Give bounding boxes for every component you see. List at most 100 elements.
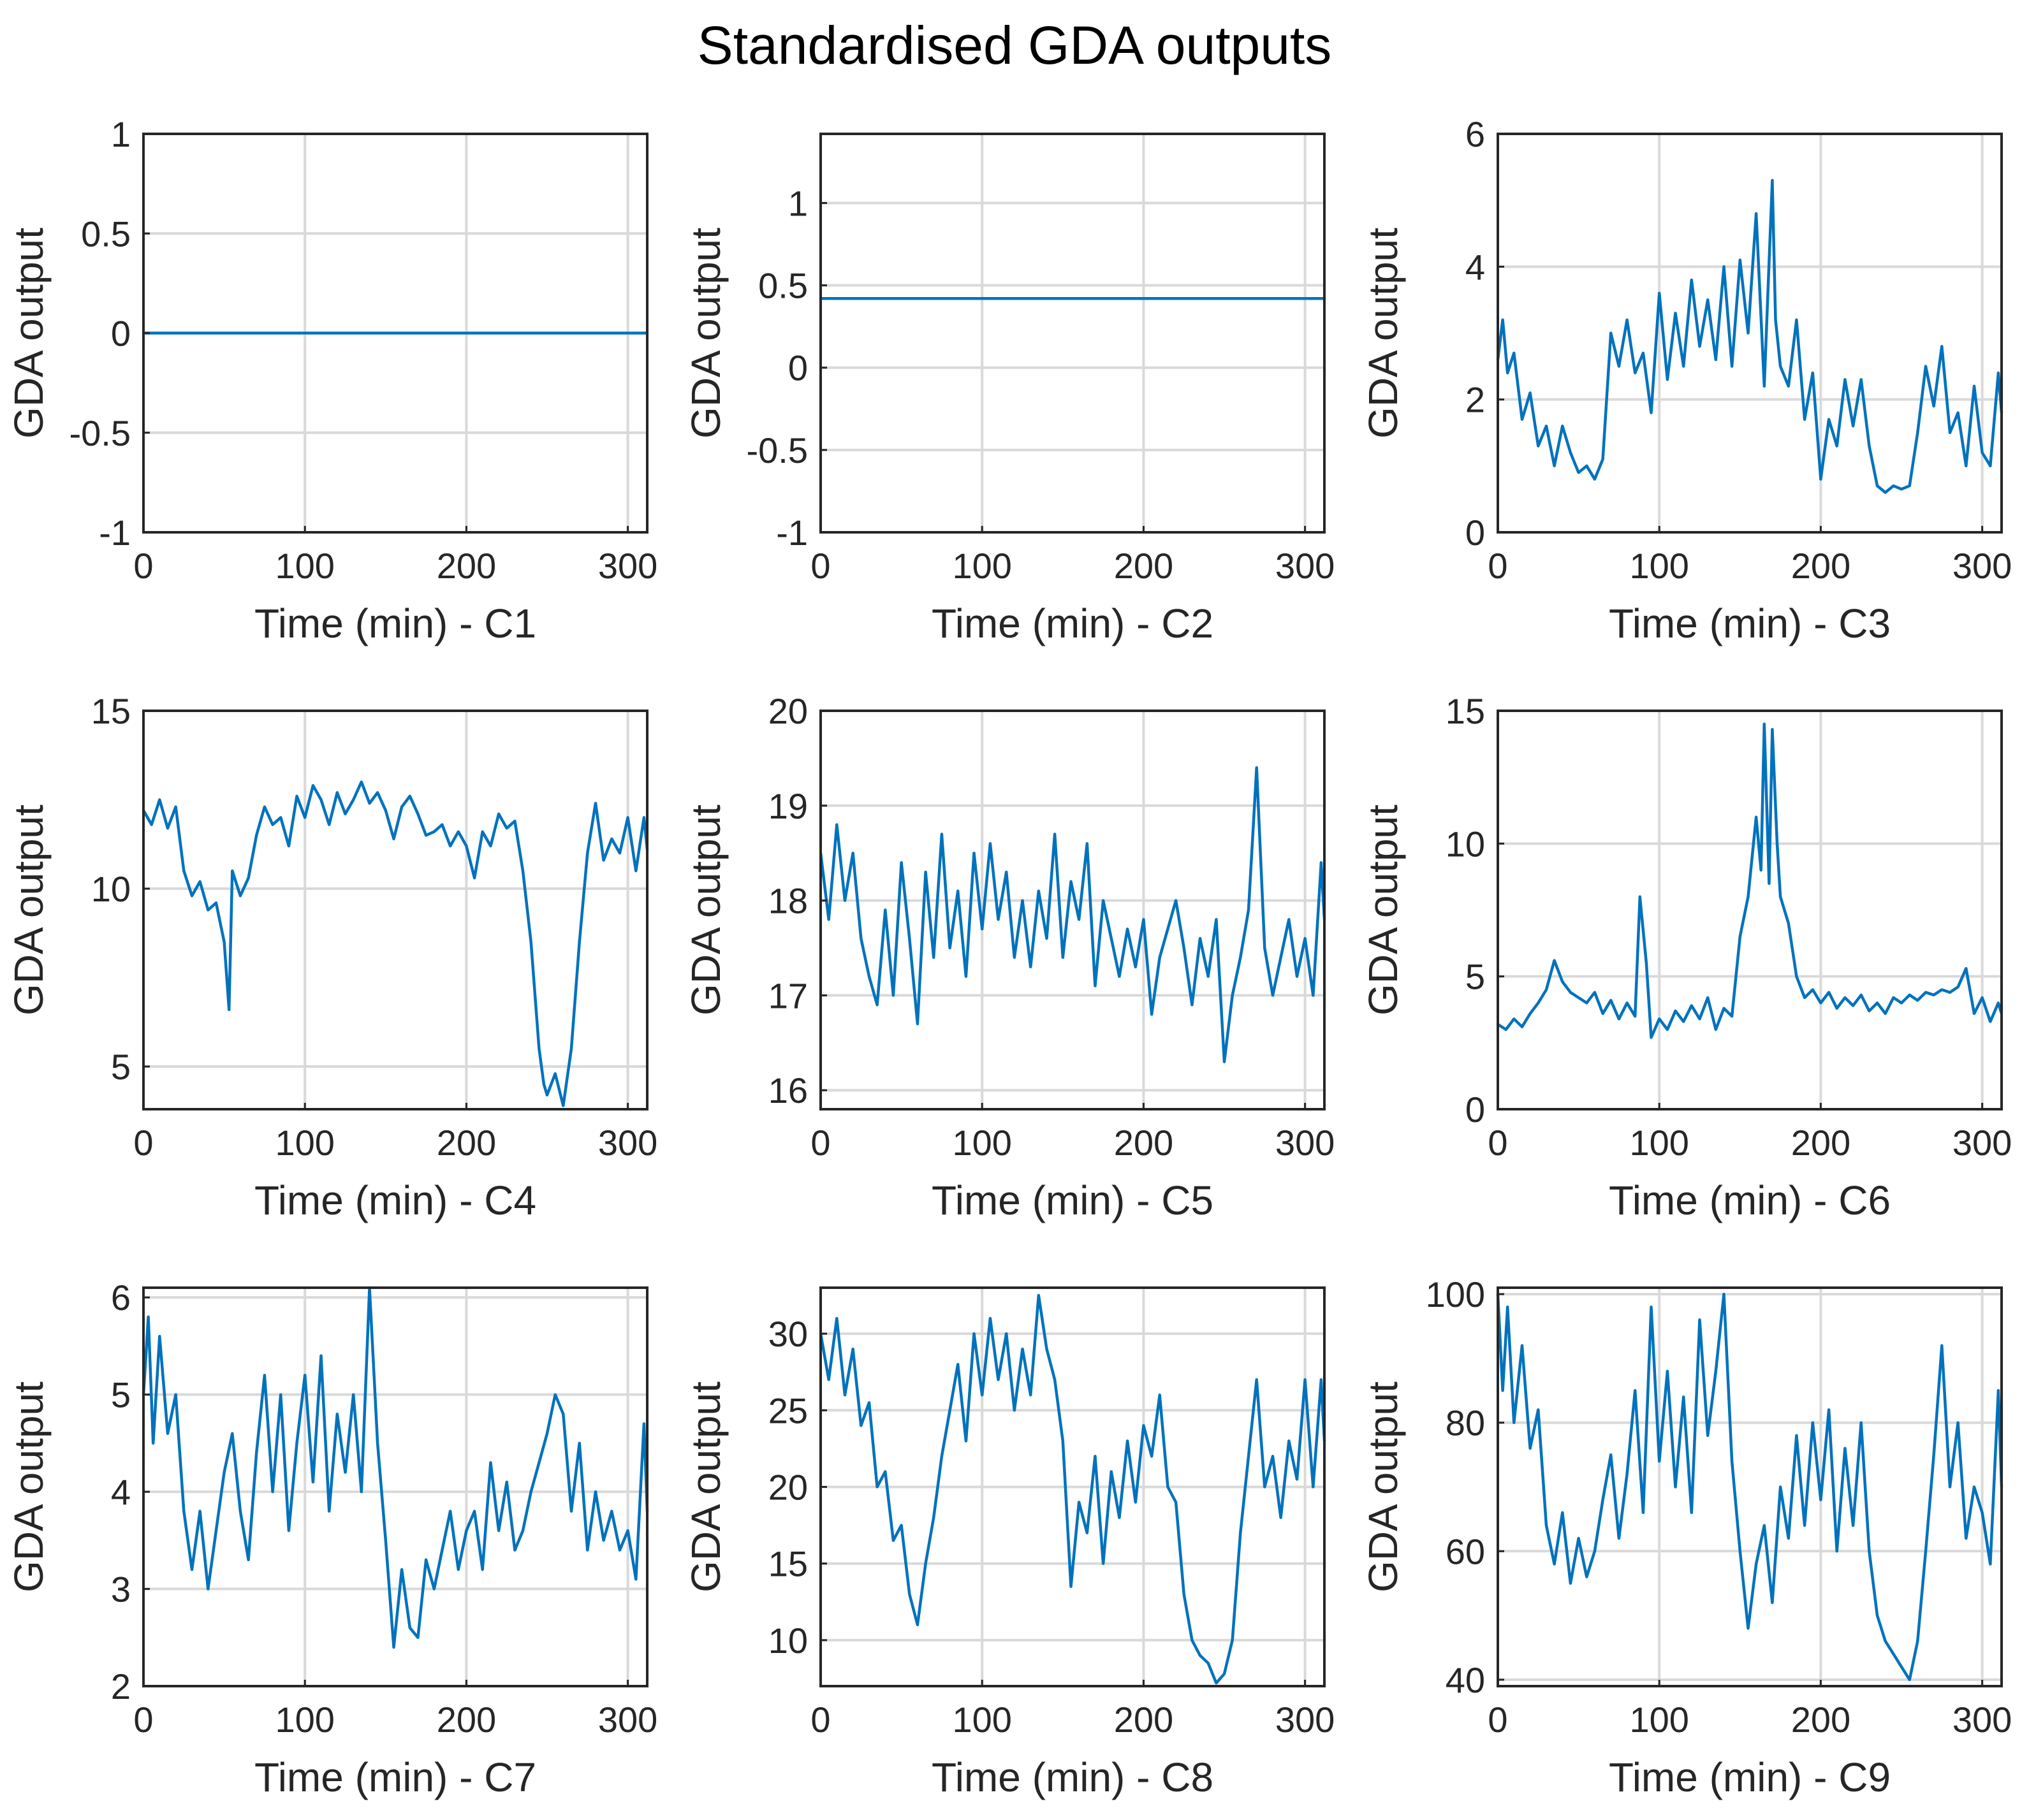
c7-ytick-label: 6 <box>111 1278 131 1318</box>
c3-xaxis-label: Time (min) - C3 <box>1609 601 1891 646</box>
c7-xtick-label: 0 <box>133 1700 153 1740</box>
c2-xtick-label: 100 <box>952 546 1011 586</box>
c1-ytick-label: -1 <box>99 513 131 553</box>
c5-xaxis-label: Time (min) - C5 <box>932 1177 1213 1223</box>
c8-series-line <box>819 1293 1326 1685</box>
c4-xtick-label: 0 <box>133 1123 153 1163</box>
c8-yaxis-label: GDA output <box>683 1381 729 1592</box>
c5-ytick-label: 18 <box>768 881 808 921</box>
c3-series-line <box>1496 178 2003 494</box>
c5-xtick-label: 100 <box>952 1123 1011 1163</box>
c8-ytick-label: 10 <box>768 1620 808 1661</box>
c5-ytick-label: 17 <box>768 975 808 1016</box>
c3-xtick-label: 100 <box>1629 546 1688 586</box>
figure-title: Standardised GDA outputs <box>698 15 1332 75</box>
c9-ytick-label: 40 <box>1446 1660 1485 1700</box>
c5-axes-box <box>819 710 1326 1110</box>
c3-yaxis-label: GDA output <box>1360 228 1406 439</box>
c6-series-line <box>1496 722 2003 1039</box>
c3-ytick-label: 4 <box>1465 247 1485 287</box>
subplot-c1: 0 100 200 300 -1 -0.5 0 0.5 1 Time (min) - C1 GDA … <box>6 114 657 646</box>
c5-xtick-label: 300 <box>1275 1123 1335 1163</box>
c3-ytick-label: 0 <box>1465 513 1485 553</box>
c4-xtick-label: 100 <box>275 1123 334 1163</box>
c6-axes-box <box>1497 710 2003 1110</box>
c2-xtick-label: 300 <box>1275 546 1335 586</box>
c2-ytick-label: 1 <box>788 183 808 223</box>
subplot-c3: 0 100 200 300 0 2 4 6 Time (min) - C3 GDA output <box>1360 114 2012 646</box>
c6-ytick-label: 0 <box>1465 1089 1485 1130</box>
c5-ytick-label: 20 <box>768 691 808 731</box>
c1-ytick-label: -0.5 <box>70 413 131 453</box>
c2-xaxis-label: Time (min) - C2 <box>932 601 1213 646</box>
c1-yaxis-label: GDA output <box>6 228 52 439</box>
c6-xtick-label: 300 <box>1952 1123 2012 1163</box>
c7-ytick-label: 5 <box>111 1375 131 1415</box>
c8-xaxis-label: Time (min) - C8 <box>932 1754 1213 1800</box>
c1-ytick-label: 0 <box>111 314 131 354</box>
c6-xaxis-label: Time (min) - C6 <box>1609 1177 1891 1223</box>
c8-ytick-label: 20 <box>768 1467 808 1508</box>
c9-series-line <box>1496 1292 2003 1682</box>
c5-xtick-label: 0 <box>810 1123 830 1163</box>
c5-ytick-label: 16 <box>768 1070 808 1110</box>
c4-xtick-label: 200 <box>437 1123 496 1163</box>
c8-xtick-label: 200 <box>1114 1700 1173 1740</box>
c8-xtick-label: 0 <box>810 1700 830 1740</box>
c2-ytick-label: -0.5 <box>747 430 809 470</box>
c7-yaxis-label: GDA output <box>6 1381 52 1592</box>
subplot-c2: 0 100 200 300 -1 -0.5 0 0.5 1 Time (min) - C2 GDA … <box>683 133 1335 646</box>
c1-xtick-label: 200 <box>437 546 496 586</box>
c9-xtick-label: 200 <box>1791 1700 1850 1740</box>
c9-xtick-label: 100 <box>1629 1700 1688 1740</box>
c4-xaxis-label: Time (min) - C4 <box>254 1177 536 1223</box>
c7-xtick-label: 200 <box>437 1700 496 1740</box>
c1-xtick-label: 300 <box>598 546 657 586</box>
c4-axes-box <box>142 710 648 1110</box>
c1-xtick-label: 100 <box>275 546 334 586</box>
subplot-c5: 0 100 200 300 16 17 18 19 20 Time (min) - C5 GDA o… <box>683 691 1335 1223</box>
c4-series-line <box>142 780 649 1107</box>
c8-ytick-label: 25 <box>768 1390 808 1431</box>
c8-xtick-label: 300 <box>1275 1700 1335 1740</box>
c4-ytick-label: 15 <box>91 691 131 731</box>
c2-ytick-label: -1 <box>776 513 808 553</box>
c1-xaxis-label: Time (min) - C1 <box>254 601 536 646</box>
c1-ytick-label: 0.5 <box>81 214 131 254</box>
c2-ytick-label: 0.5 <box>758 266 808 306</box>
c6-ytick-label: 5 <box>1465 957 1485 997</box>
c5-yaxis-label: GDA output <box>683 804 729 1016</box>
c6-yaxis-label: GDA output <box>1360 804 1406 1016</box>
c2-xtick-label: 200 <box>1114 546 1173 586</box>
c6-xtick-label: 0 <box>1488 1123 1507 1163</box>
c9-ytick-label: 100 <box>1426 1274 1485 1314</box>
c3-ytick-label: 6 <box>1465 114 1485 154</box>
subplot-c7: 0 100 200 300 2 3 4 5 6 Time (min) - C7 GDA output <box>6 1278 657 1800</box>
c1-xtick-label: 0 <box>133 546 153 586</box>
c3-xtick-label: 0 <box>1488 546 1507 586</box>
c9-yaxis-label: GDA output <box>1360 1381 1406 1592</box>
subplot-c4: 0 100 200 300 5 10 15 Time (min) - C4 GDA output <box>6 691 657 1223</box>
c9-xtick-label: 300 <box>1952 1700 2012 1740</box>
c9-ytick-label: 60 <box>1446 1531 1485 1571</box>
c4-xtick-label: 300 <box>598 1123 657 1163</box>
c9-xtick-label: 0 <box>1488 1700 1507 1740</box>
c7-series-line <box>142 1286 649 1649</box>
subplot-c9: 0 100 200 300 40 60 80 100 Time (min) - C9 GDA ou… <box>1360 1274 2012 1800</box>
c5-ytick-label: 19 <box>768 786 808 826</box>
c9-xaxis-label: Time (min) - C9 <box>1609 1754 1891 1800</box>
c5-series-line <box>819 766 1326 1063</box>
c7-xtick-label: 300 <box>598 1700 657 1740</box>
c4-ytick-label: 5 <box>111 1047 131 1087</box>
c4-ytick-label: 10 <box>91 869 131 909</box>
c2-xtick-label: 0 <box>810 546 830 586</box>
c7-ytick-label: 2 <box>111 1666 131 1707</box>
c2-yaxis-label: GDA output <box>683 228 729 439</box>
c2-ytick-label: 0 <box>788 348 808 388</box>
c8-xtick-label: 100 <box>952 1700 1011 1740</box>
c6-xtick-label: 200 <box>1791 1123 1850 1163</box>
c7-axes-box <box>142 1286 648 1687</box>
c5-xtick-label: 200 <box>1114 1123 1173 1163</box>
